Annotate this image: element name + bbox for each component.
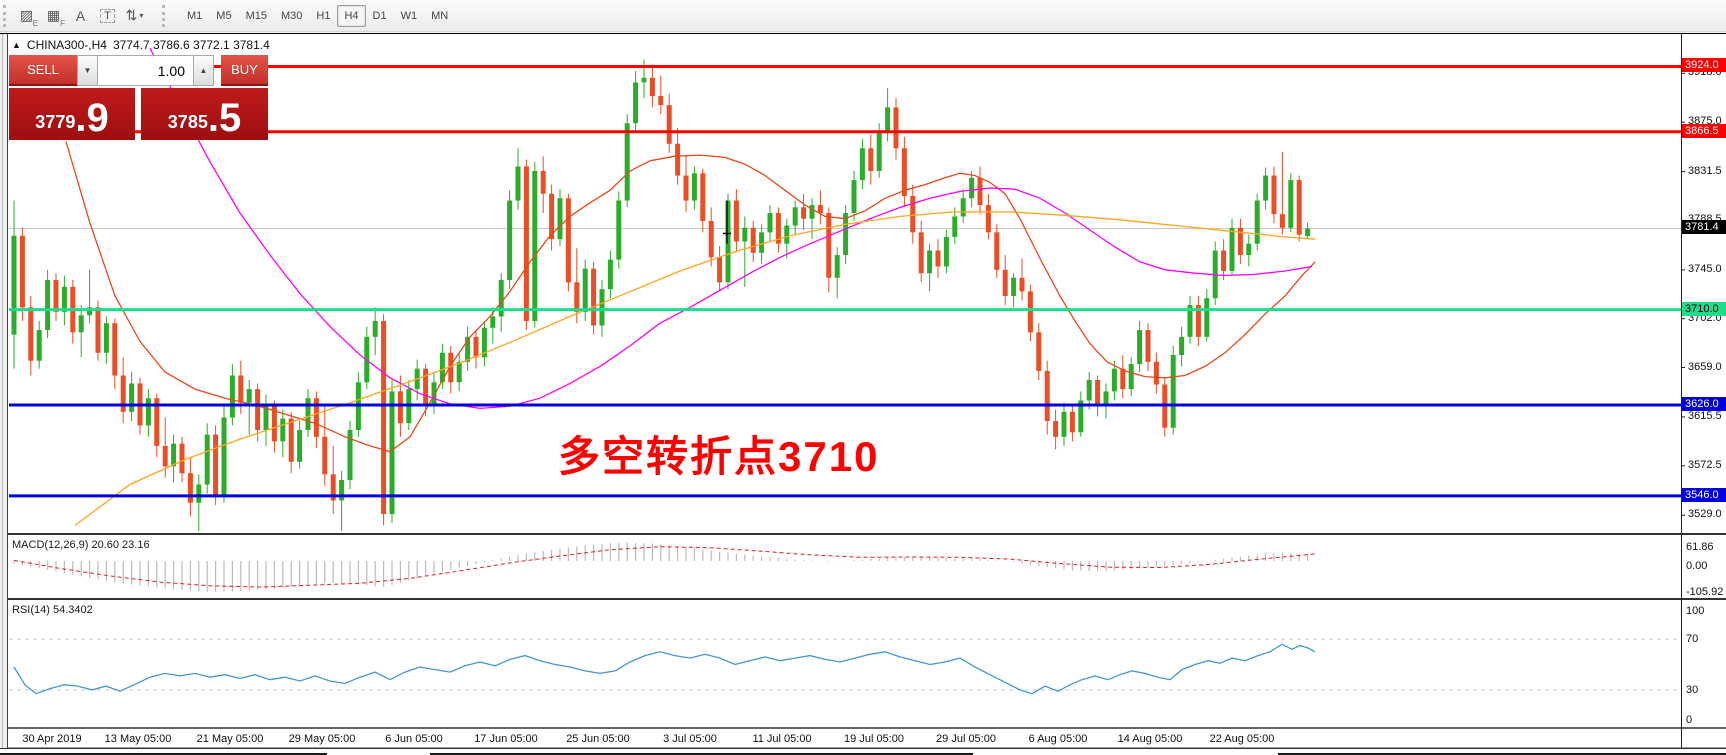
timeframe-button-W1[interactable]: W1 [400,9,418,22]
price-tick-label: 3572.5 [1688,458,1722,471]
time-axis-label: 3 Jul 05:00 [663,733,717,745]
chart-ohlc-values: 3774.7 3786.6 3772.1 3781.4 [112,38,270,52]
fibo-grid-icon[interactable]: ▦ F [46,7,65,28]
chart-header: ▲ CHINA300-,H4 3774.7 3786.6 3772.1 3781… [12,38,270,52]
time-axis-label: 17 Jun 05:00 [474,733,538,745]
chart-expert-icon[interactable]: ▨ E [19,7,38,28]
chart-text-annotation[interactable]: 多空转折点3710 [558,433,880,480]
price-tick-label: 3745.0 [1688,262,1722,275]
toolbar-drag-handle-2[interactable] [162,4,167,27]
macd-tick-label: 61.86 [1686,540,1714,553]
rsi-tick-label: 70 [1686,633,1699,646]
macd-tick-label: 0.00 [1686,560,1708,572]
timeframe-toolbar: M1 M5 M15 M30 H1 H4 D1 W1 MN [180,4,455,27]
timeframe-button-H1[interactable]: H1 [316,9,331,22]
spin-down-icon: ▼ [83,66,92,75]
time-axis-label: 19 Jul 05:00 [844,733,904,745]
timeframe-button-M30[interactable]: M30 [280,9,303,22]
timeframe-button-M5[interactable]: M5 [216,9,232,22]
price-badge: 3546.0 [1682,487,1726,502]
chart-window: ▲ CHINA300-,H4 3774.7 3786.6 3772.1 3781… [0,33,1726,749]
rsi-tick-label: 100 [1686,605,1705,617]
time-axis-label: 30 Apr 2019 [22,733,82,745]
price-badge: 3866.5 [1682,123,1726,138]
time-axis-label: 29 Jul 05:00 [936,733,996,745]
price-badge: 3626.0 [1682,397,1726,412]
time-axis-label: 11 Jul 05:00 [752,733,812,745]
rsi-pane-label: RSI(14) 54.3402 [12,604,93,616]
time-axis-label: 13 May 05:00 [104,733,172,745]
one-click-trading-panel: SELL ▼ 1.00 ▲ BUY 3779.9 3785.5 [9,55,268,140]
price-axis-border [1681,34,1682,748]
time-axis-label: 21 May 05:00 [196,733,264,745]
timeframe-button-M1[interactable]: M1 [187,9,203,22]
chart-symbol-period: CHINA300-,H4 [26,38,107,52]
price-badge: 3924.0 [1682,58,1726,73]
buy-price-pips: .5 [207,96,242,140]
spin-up-icon: ▲ [199,66,208,75]
sell-price-pips: .9 [75,96,109,140]
time-axis-label: 25 Jun 05:00 [566,733,630,745]
collapse-arrow-icon[interactable]: ▲ [12,40,21,50]
timeframe-button-D1[interactable]: D1 [372,9,387,22]
time-axis-label: 29 May 05:00 [288,733,356,745]
price-badge: 3710.0 [1682,301,1726,316]
volume-increase-button[interactable]: ▲ [193,55,214,86]
volume-input[interactable]: 1.00 [98,55,193,86]
buy-price-main: 3785 [167,112,208,132]
time-axis-label: 22 Aug 05:00 [1209,733,1275,745]
price-tick-label: 3615.5 [1688,409,1722,422]
time-axis-label: 14 Aug 05:00 [1117,733,1183,745]
macd-pane-label: MACD(12,26,9) 20.60 23.16 [12,539,150,551]
toolbar-drag-handle[interactable] [3,4,8,27]
time-axis-label: 6 Aug 05:00 [1028,733,1088,745]
rsi-tick-label: 0 [1686,714,1693,726]
sell-price-main: 3779 [35,112,76,132]
timeframe-button-H4[interactable]: H4 [337,4,366,27]
main-toolbar: ▨ E ▦ F A T ⇅ ▾ M1 M5 M15 M30 H1 H4 D1 W1 MN [0,0,1726,32]
time-axis-label: 6 Jun 05:00 [385,733,443,745]
price-tick-label: 3659.0 [1688,360,1722,373]
timeframe-button-M15[interactable]: M15 [245,9,267,22]
arrange-windows-icon[interactable]: ⇅ ▾ [125,7,144,23]
text-label-icon[interactable]: T [94,4,121,28]
window-left-edge [0,34,8,749]
bottom-tab-strip[interactable] [0,748,1726,755]
macd-tick-label: -105.92 [1686,586,1724,598]
rsi-tick-label: 30 [1686,683,1699,696]
text-a-icon[interactable]: A [75,7,86,24]
buy-button[interactable]: BUY [221,55,268,86]
price-badge: 3781.4 [1682,220,1726,235]
timeframe-button-MN[interactable]: MN [431,9,449,22]
volume-decrease-button[interactable]: ▼ [77,55,98,86]
price-tick-label: 3529.0 [1688,508,1722,521]
sell-price-display[interactable]: 3779.9 [9,88,135,140]
price-chart-svg [0,47,1726,749]
price-tick-label: 3831.5 [1688,164,1722,177]
buy-price-display[interactable]: 3785.5 [141,88,268,140]
sell-button[interactable]: SELL [9,55,77,86]
